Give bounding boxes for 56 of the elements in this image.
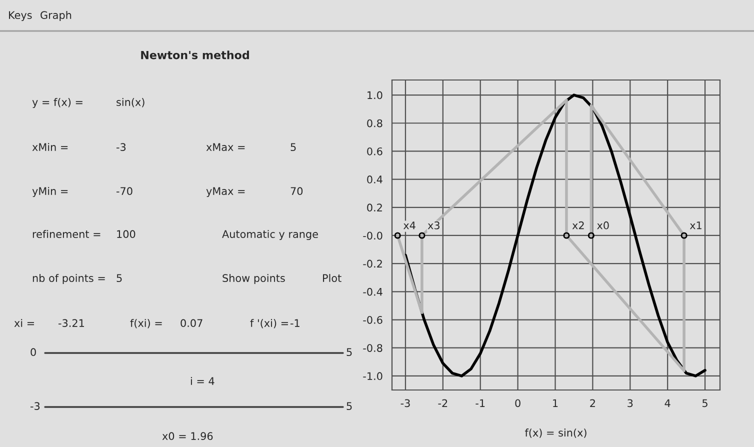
y-tick-label: 0.4	[367, 176, 382, 184]
text: Plot	[323, 274, 342, 282]
y-tick-label: -0.0	[363, 232, 382, 240]
x-tick-label: 3	[628, 399, 633, 408]
x-tick-label: 0	[515, 399, 520, 408]
text: yMin =	[32, 186, 68, 198]
text: sin(x)	[116, 98, 144, 108]
y-tick-label: -1.0	[363, 372, 382, 380]
y-tick-label: 0.2	[367, 204, 382, 212]
y-tick-label: -0.6	[363, 316, 382, 324]
text: y = f(x) =	[32, 98, 82, 108]
text: xMax =	[206, 143, 245, 152]
text: xMin =	[32, 142, 68, 151]
text: Show points	[222, 274, 285, 284]
text: x0 = 1.96	[162, 432, 213, 440]
text: 5	[290, 143, 296, 152]
annotation: x4	[403, 222, 416, 230]
x-tick-label: 2	[590, 399, 595, 407]
text: Newton's method	[141, 50, 249, 60]
text: yMax =	[206, 187, 245, 198]
text: -1	[290, 319, 300, 327]
text: -3.21	[58, 319, 84, 328]
x-tick-label: 5	[702, 399, 708, 408]
text: i = 4	[190, 376, 214, 385]
text: f '(xi) =	[250, 318, 288, 328]
text: -3	[116, 143, 126, 152]
x-axis-title: f(x) = sin(x)	[524, 428, 586, 438]
text: f(xi) =	[130, 318, 162, 328]
y-tick-label: 0.8	[367, 119, 382, 128]
text: Keys	[9, 11, 32, 22]
text: Graph	[40, 10, 72, 22]
y-tick-label: -0.8	[363, 344, 382, 352]
text: 70	[290, 187, 303, 196]
x-tick-label: 4	[664, 399, 670, 407]
text: 0.07	[180, 319, 202, 328]
text: 0	[30, 348, 36, 356]
annotation: x1	[690, 222, 702, 230]
annotation: x2	[572, 221, 584, 230]
x-tick-label: 1	[553, 399, 558, 407]
text: Automatic y range	[222, 230, 318, 240]
text: 5	[116, 274, 122, 282]
text: -70	[116, 187, 132, 196]
text: 100	[117, 230, 136, 238]
y-tick-label: -0.4	[363, 288, 382, 296]
y-tick-label: -0.2	[363, 260, 382, 268]
text: xi =	[14, 318, 34, 327]
x-tick-label: -3	[400, 399, 410, 408]
x-tick-label: -2	[438, 399, 448, 407]
annotation: x0	[597, 221, 609, 230]
x-tick-label: -1	[476, 399, 485, 407]
text: refinement =	[32, 230, 100, 238]
text: nb of points =	[32, 274, 105, 284]
annotation: x3	[428, 221, 440, 230]
text: 5	[346, 348, 352, 356]
y-tick-label: 0.6	[367, 147, 382, 156]
y-tick-label: 1.0	[368, 91, 382, 100]
